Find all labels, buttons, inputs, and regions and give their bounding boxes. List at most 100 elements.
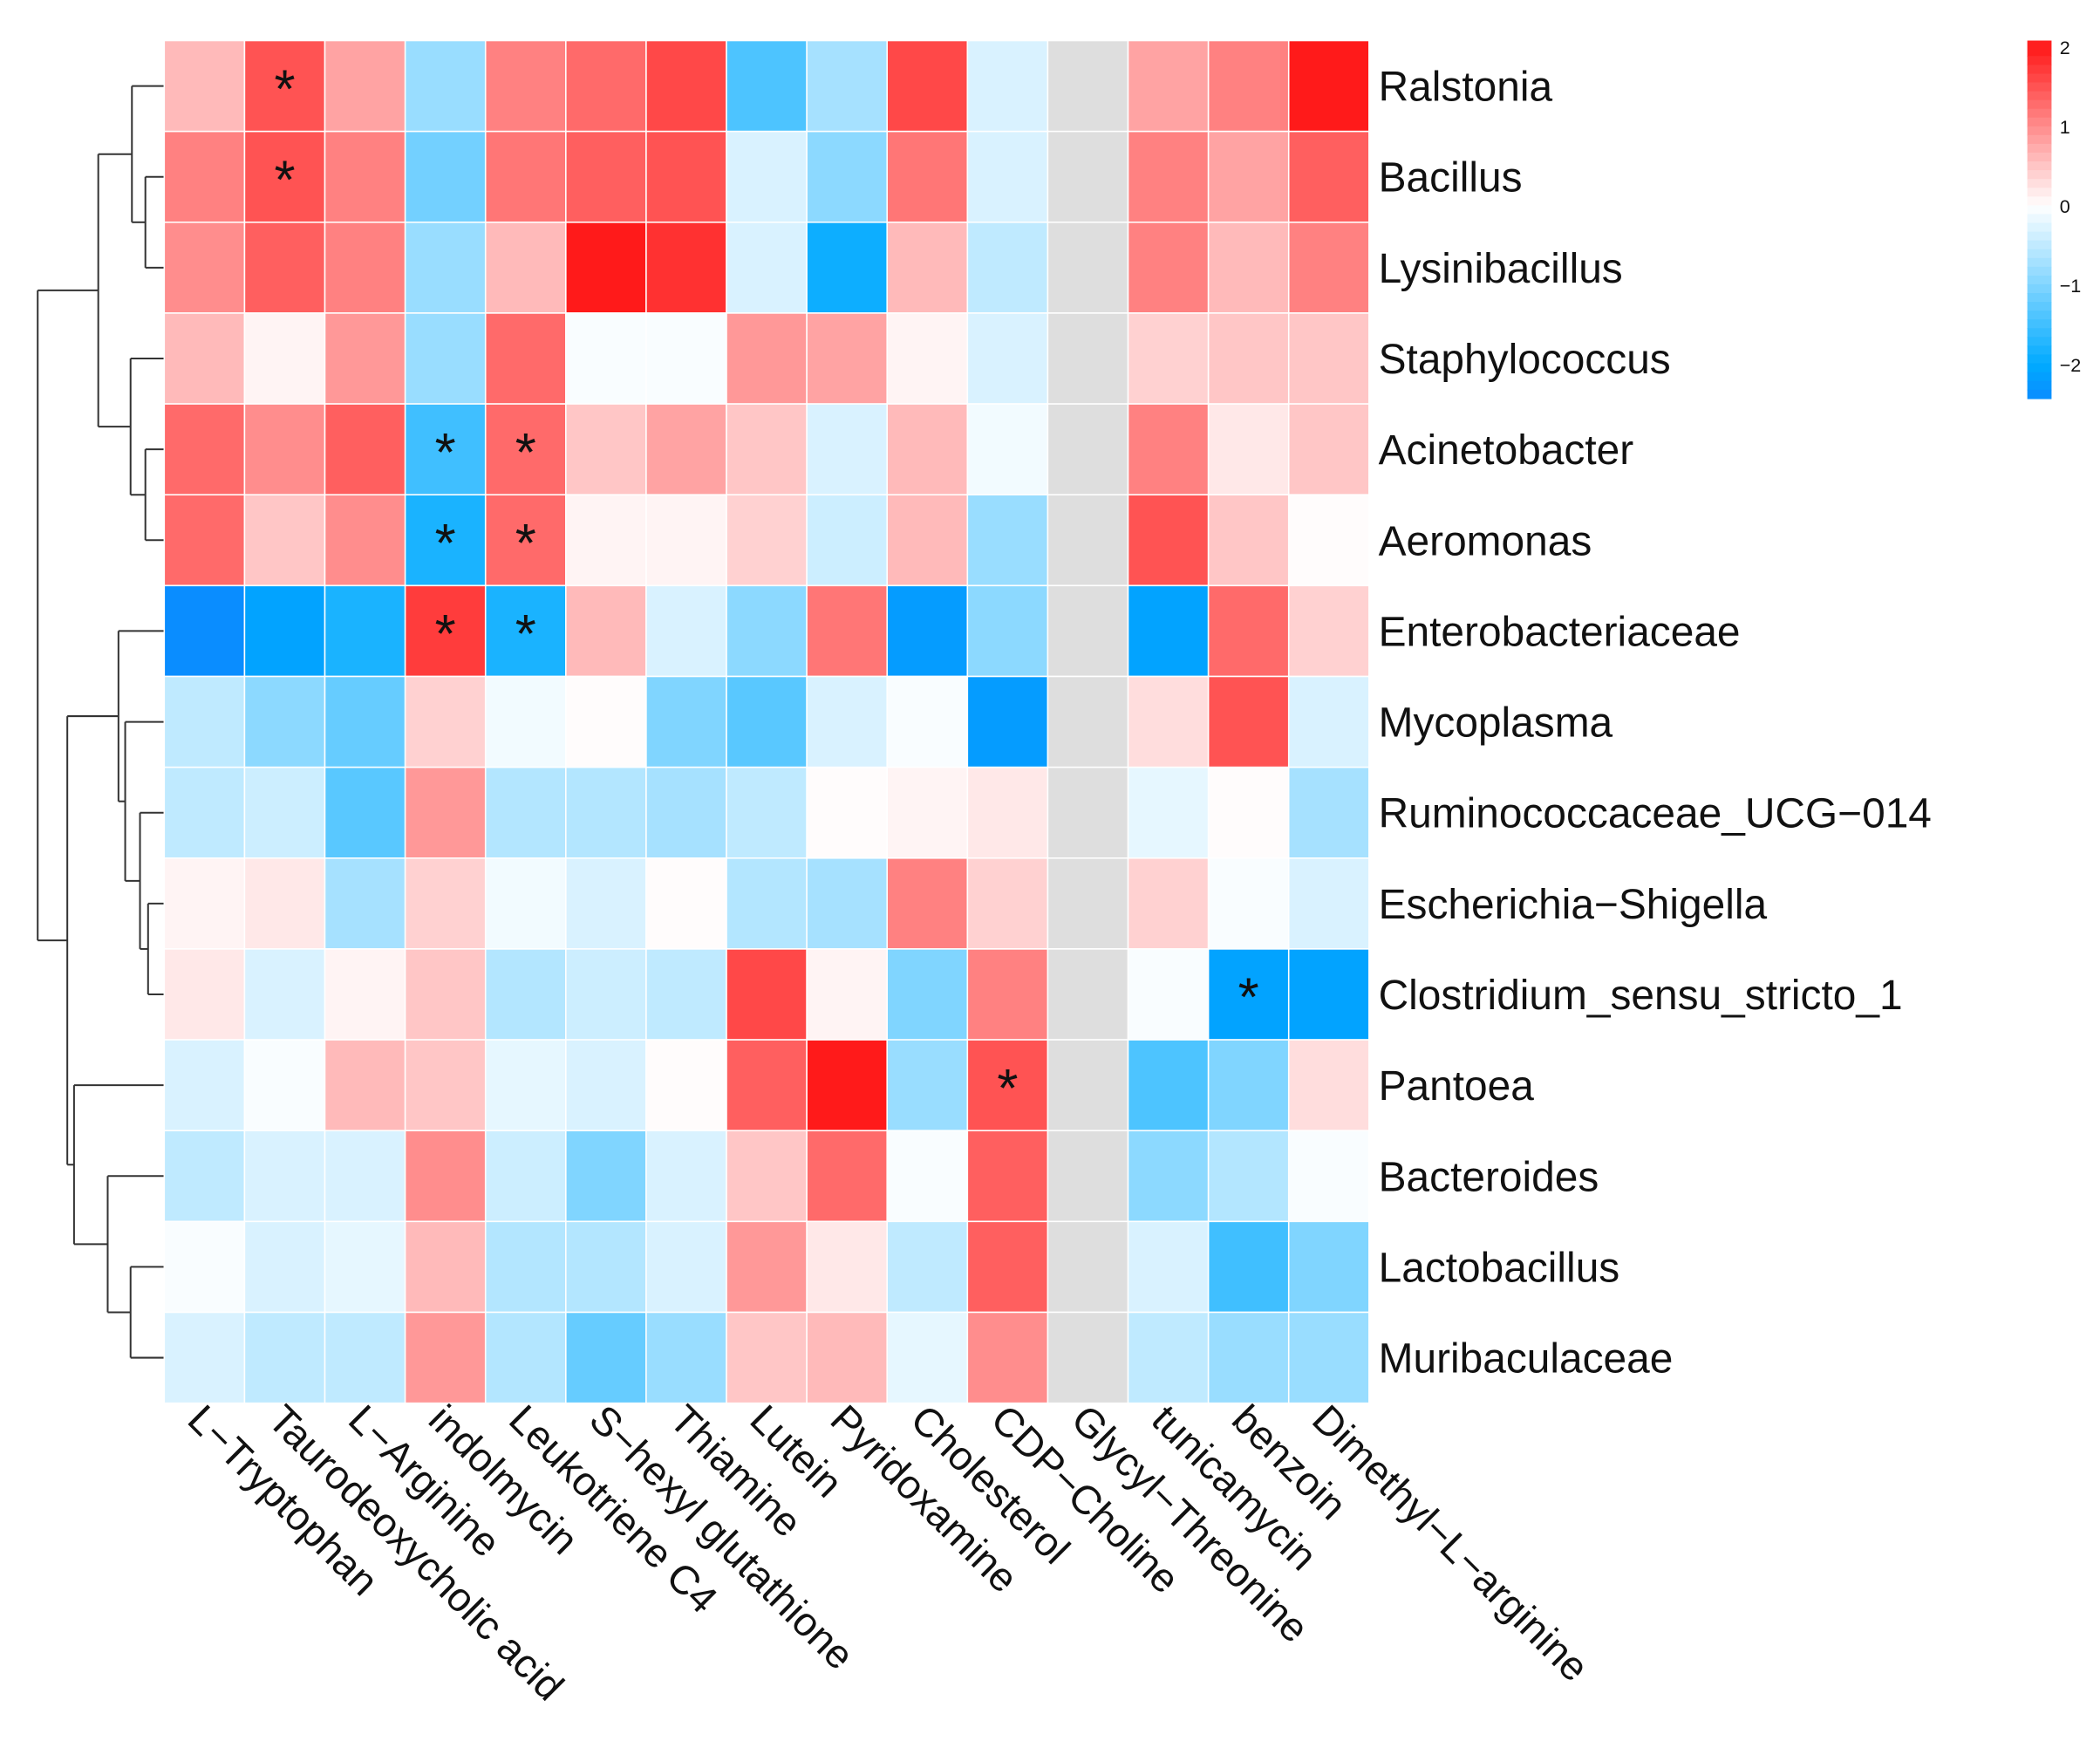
heatmap-cell — [1127, 1220, 1210, 1314]
heatmap-cell — [726, 403, 808, 495]
heatmap-cell — [1287, 675, 1370, 768]
row-label: Lactobacillus — [1379, 1245, 1620, 1291]
legend-swatch — [2027, 152, 2052, 162]
heatmap-cell — [324, 857, 406, 950]
heatmap-cell — [1047, 222, 1129, 314]
heatmap-cell — [324, 1039, 406, 1131]
heatmap-cell — [886, 857, 969, 950]
heatmap-cell — [1207, 1130, 1290, 1223]
row-label: Bacillus — [1379, 155, 1523, 201]
row-label: Acinetobacter — [1379, 427, 1634, 474]
heatmap-cell — [404, 584, 487, 678]
legend-swatch — [2027, 337, 2052, 347]
row-label: Bacteroides — [1379, 1154, 1599, 1200]
heatmap-cell — [324, 312, 406, 405]
heatmap-cell — [1207, 222, 1290, 314]
heatmap-cell — [726, 1130, 808, 1223]
heatmap-cell — [324, 222, 406, 314]
heatmap-cell — [1207, 1311, 1290, 1404]
legend-swatch — [2027, 389, 2052, 399]
heatmap-cell — [484, 1220, 567, 1314]
heatmap-cell — [243, 766, 326, 859]
legend-swatch — [2027, 231, 2052, 242]
heatmap-cell — [1047, 494, 1129, 587]
legend-swatch — [2027, 283, 2052, 294]
heatmap-cell — [966, 312, 1049, 405]
heatmap-cell — [565, 857, 647, 950]
heatmap-cell — [404, 948, 487, 1041]
legend-swatch — [2027, 319, 2052, 330]
heatmap-cell — [966, 948, 1049, 1041]
heatmap-cell — [726, 130, 808, 223]
heatmap-cell — [1127, 1130, 1210, 1223]
heatmap-cell — [565, 675, 647, 768]
heatmap-cell — [243, 948, 326, 1041]
heatmap-cell — [966, 1220, 1049, 1314]
legend-swatch — [2027, 293, 2052, 303]
heatmap-cell — [243, 39, 326, 133]
heatmap-cell — [324, 39, 406, 133]
color-legend: 2 1 0 −1 −2 — [2027, 37, 2082, 399]
heatmap-cell — [1207, 403, 1290, 495]
heatmap-cell — [565, 1039, 647, 1131]
heatmap-cell — [484, 222, 567, 314]
heatmap-cell — [806, 1311, 888, 1404]
heatmap-cell — [645, 1311, 727, 1404]
heatmap-cell — [404, 1039, 487, 1131]
legend-swatch — [2027, 354, 2052, 365]
heatmap-cell — [1287, 312, 1370, 405]
heatmap-cell — [243, 222, 326, 314]
heatmap-cell — [484, 766, 567, 859]
heatmap-cell — [484, 1311, 567, 1404]
heatmap-cell — [404, 1220, 487, 1314]
heatmap-cell — [565, 584, 647, 678]
legend-tick-label: 2 — [2060, 37, 2070, 58]
heatmap-cell — [484, 312, 567, 405]
heatmap-cell — [966, 494, 1049, 587]
heatmap-cell — [324, 1220, 406, 1314]
heatmap-cell — [1047, 312, 1129, 405]
heatmap-cell — [726, 494, 808, 587]
heatmap-cell — [484, 39, 567, 133]
row-label: Mycoplasma — [1379, 700, 1613, 747]
significance-markers: * * * * * * * * * * — [274, 59, 1258, 1119]
heatmap-cell — [1287, 39, 1370, 133]
heatmap-cell — [163, 766, 246, 859]
heatmap-cell — [726, 857, 808, 950]
heatmap-cell — [404, 1130, 487, 1223]
heatmap-cell — [645, 1130, 727, 1223]
heatmap-cell — [324, 1311, 406, 1404]
heatmap-cell — [1207, 39, 1290, 133]
legend-swatch — [2027, 205, 2052, 215]
row-labels: Ralstonia Bacillus Lysinibacillus Staphyloc… — [1379, 65, 1932, 1383]
legend-tick-label: −2 — [2060, 354, 2082, 376]
heatmap-cell — [1287, 1130, 1370, 1223]
heatmap-cell — [163, 1220, 246, 1314]
heatmap-cell — [484, 494, 567, 587]
legend-swatch — [2027, 363, 2052, 373]
heatmap-cell — [163, 948, 246, 1041]
heatmap-cell — [1127, 766, 1210, 859]
heatmap-cell — [886, 312, 969, 405]
heatmap-cell — [726, 948, 808, 1041]
legend-tick-label: 1 — [2060, 116, 2070, 138]
heatmap-cell — [163, 494, 246, 587]
heatmap-cell — [966, 857, 1049, 950]
heatmap-cell — [966, 403, 1049, 495]
row-label: Pantoea — [1379, 1063, 1535, 1110]
legend-swatch — [2027, 161, 2052, 171]
heatmap-cell — [1287, 948, 1370, 1041]
heatmap-cell — [404, 130, 487, 223]
heatmap-cell — [484, 584, 567, 678]
heatmap-cell — [565, 222, 647, 314]
heatmap-cell — [966, 39, 1049, 133]
heatmap-cell — [886, 584, 969, 678]
significance-star: * — [1238, 968, 1259, 1028]
heatmap-cell — [886, 1039, 969, 1131]
heatmap-cell — [163, 675, 246, 768]
heatmap-cell — [1127, 130, 1210, 223]
legend-swatch — [2027, 345, 2052, 356]
legend-swatch — [2027, 328, 2052, 338]
heatmap-cell — [806, 948, 888, 1041]
